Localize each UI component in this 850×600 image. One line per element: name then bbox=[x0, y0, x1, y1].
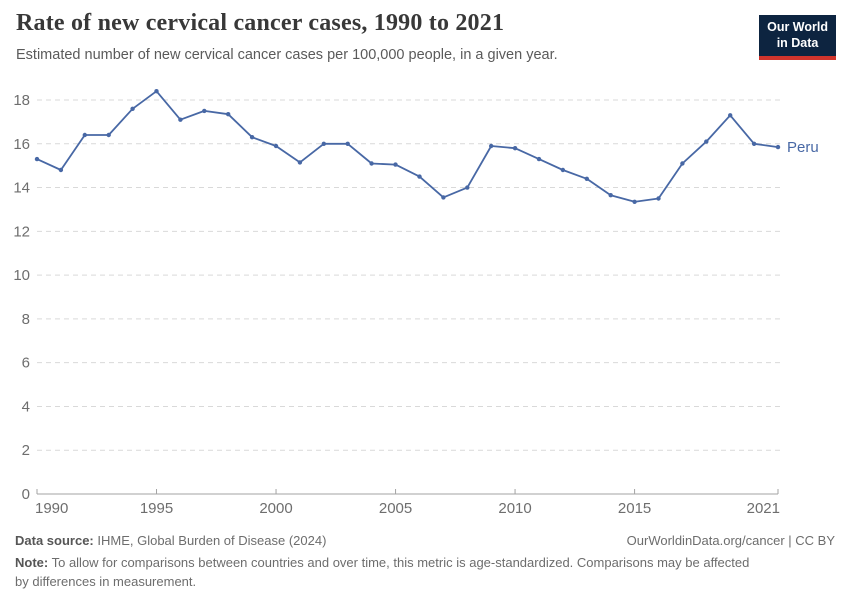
y-axis-tick-label: 6 bbox=[22, 355, 30, 372]
data-point[interactable] bbox=[130, 106, 135, 111]
page-title: Rate of new cervical cancer cases, 1990 … bbox=[16, 10, 505, 36]
data-point[interactable] bbox=[584, 176, 589, 181]
chart-subtitle: Estimated number of new cervical cancer … bbox=[16, 47, 558, 63]
footer-note: Note: To allow for comparisons between c… bbox=[15, 554, 763, 592]
data-point[interactable] bbox=[775, 144, 781, 150]
data-point[interactable] bbox=[297, 160, 303, 165]
y-axis-tick-label: 10 bbox=[13, 267, 30, 284]
data-point[interactable] bbox=[34, 156, 40, 162]
x-axis-tick-label: 2005 bbox=[379, 500, 412, 517]
data-point[interactable] bbox=[393, 162, 398, 167]
data-point[interactable] bbox=[656, 196, 661, 201]
data-point[interactable] bbox=[536, 156, 542, 162]
y-axis-tick-label: 4 bbox=[22, 398, 30, 415]
y-axis-tick-label: 14 bbox=[13, 180, 30, 197]
y-axis-tick-label: 2 bbox=[22, 442, 30, 459]
y-axis-tick-label: 18 bbox=[13, 92, 30, 109]
owid-logo-line1: Our World bbox=[767, 20, 828, 34]
line-chart-canvas[interactable]: 0 2 4 6 8 10 12 14 16 18 1990 1995 2000 2005 2010 2015 2… bbox=[0, 78, 850, 524]
data-source-text: Data source: IHME, Global Burden of Dise… bbox=[15, 532, 326, 551]
data-line bbox=[36, 90, 779, 203]
data-point[interactable] bbox=[512, 146, 518, 151]
data-point[interactable] bbox=[345, 141, 350, 146]
data-point[interactable] bbox=[273, 143, 279, 149]
data-point[interactable] bbox=[369, 161, 374, 166]
data-point[interactable] bbox=[441, 195, 446, 200]
data-point[interactable] bbox=[704, 139, 709, 144]
data-point[interactable] bbox=[465, 185, 470, 190]
data-source-value: IHME, Global Burden of Disease (2024) bbox=[93, 533, 327, 548]
footer-note-label: Note: bbox=[15, 554, 49, 570]
owid-logo-line2: in Data bbox=[776, 35, 819, 50]
data-point[interactable] bbox=[560, 167, 566, 173]
x-axis-tick-label: 2015 bbox=[618, 500, 651, 517]
data-point[interactable] bbox=[226, 112, 231, 117]
y-axis-tick-label: 0 bbox=[22, 486, 30, 503]
y-axis-tick-label: 8 bbox=[22, 311, 30, 328]
owid-logo[interactable]: Our World in Data bbox=[759, 15, 836, 60]
data-point[interactable] bbox=[82, 132, 88, 138]
x-axis-tick-label: 1990 bbox=[35, 500, 68, 517]
x-axis-tick-label: 2021 bbox=[747, 500, 780, 517]
data-point[interactable] bbox=[58, 167, 64, 173]
y-axis-tick-label: 12 bbox=[13, 223, 30, 240]
x-axis-tick-label: 2010 bbox=[498, 500, 531, 517]
data-point[interactable] bbox=[154, 89, 159, 94]
x-axis-tick-label: 1995 bbox=[140, 500, 173, 517]
data-point[interactable] bbox=[608, 193, 613, 198]
footer-license-link[interactable]: OurWorldinData.org/cancer | CC BY bbox=[626, 533, 835, 548]
x-axis-tick-label: 2000 bbox=[259, 500, 292, 517]
data-point[interactable] bbox=[202, 108, 207, 114]
data-point[interactable] bbox=[680, 161, 685, 166]
data-point[interactable] bbox=[417, 174, 422, 179]
data-point[interactable] bbox=[632, 199, 637, 204]
data-point[interactable] bbox=[321, 141, 326, 146]
data-point[interactable] bbox=[106, 132, 111, 138]
data-point[interactable] bbox=[728, 113, 733, 118]
data-point[interactable] bbox=[751, 141, 757, 146]
footer-note-value: To allow for comparisons between countri… bbox=[15, 554, 750, 589]
data-source-label: Data source: bbox=[15, 533, 94, 548]
data-point[interactable] bbox=[178, 117, 183, 122]
chart-footer: Data source: IHME, Global Burden of Dise… bbox=[0, 524, 850, 600]
data-point[interactable] bbox=[489, 143, 494, 149]
series-end-label[interactable]: Peru bbox=[787, 139, 819, 156]
data-point[interactable] bbox=[249, 135, 255, 140]
y-axis-tick-label: 16 bbox=[13, 136, 30, 153]
